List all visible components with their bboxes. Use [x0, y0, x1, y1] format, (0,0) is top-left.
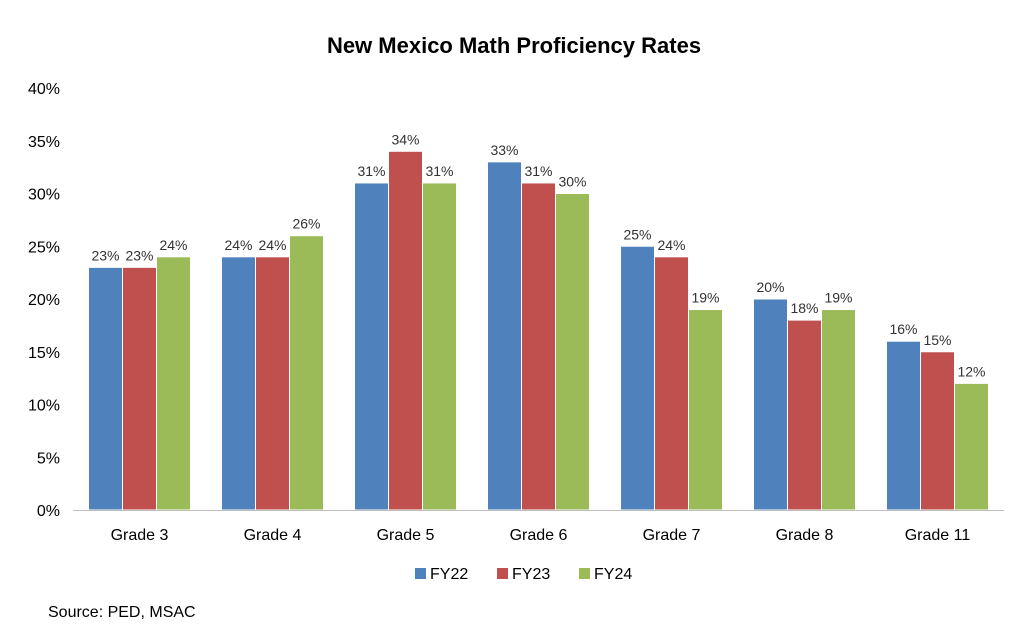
data-label: 24% [258, 237, 286, 253]
data-label: 26% [292, 216, 320, 232]
bar [354, 182, 389, 511]
data-label: 18% [790, 300, 818, 316]
bar [122, 266, 157, 511]
bar [255, 256, 290, 511]
y-tick-label: 40% [28, 81, 60, 98]
bar [920, 351, 955, 511]
y-tick-label: 20% [28, 292, 60, 309]
x-tick-label: Grade 5 [377, 527, 435, 544]
y-tick-label: 25% [28, 239, 60, 256]
data-label: 31% [425, 163, 453, 179]
data-label: 31% [357, 163, 385, 179]
y-tick-label: 35% [28, 134, 60, 151]
bar [954, 382, 989, 511]
bar-chart: New Mexico Math Proficiency Rates 0% 5% 10… [28, 33, 1004, 583]
x-tick-label: Grade 4 [244, 527, 302, 544]
source-note: Source: PED, MSAC [48, 604, 196, 621]
bar [821, 309, 856, 511]
data-label: 19% [824, 290, 852, 306]
y-tick-label: 15% [28, 345, 60, 362]
y-axis: 0% 5% 10% 15% 20% 25% 30% 35% 40% [28, 81, 60, 520]
bar [753, 298, 788, 511]
data-labels: 23% 23% 24% 24% 24% 26% 31% 34% 31% 33% 31% 30% 25% 2… [91, 131, 985, 379]
data-label: 23% [91, 247, 119, 263]
data-label: 16% [889, 321, 917, 337]
legend-label: FY24 [594, 566, 632, 583]
data-label: 12% [957, 363, 985, 379]
data-label: 20% [756, 279, 784, 295]
y-tick-label: 10% [28, 398, 60, 415]
bar [787, 319, 822, 511]
data-label: 24% [159, 237, 187, 253]
data-label: 19% [691, 290, 719, 306]
x-tick-label: Grade 7 [643, 527, 701, 544]
legend-swatch [497, 568, 508, 579]
bar [688, 309, 723, 511]
data-label: 30% [558, 174, 586, 190]
data-label: 33% [490, 142, 518, 158]
y-tick-label: 5% [37, 450, 60, 467]
bar [388, 150, 423, 511]
legend-swatch [415, 568, 426, 579]
data-label: 24% [224, 237, 252, 253]
data-label: 31% [524, 163, 552, 179]
bar [221, 256, 256, 511]
data-label: 34% [391, 131, 419, 147]
bar [555, 193, 590, 511]
data-label: 25% [623, 226, 651, 242]
x-tick-label: Grade 8 [776, 527, 834, 544]
y-tick-label: 0% [37, 503, 60, 520]
legend: FY22 FY23 FY24 [415, 566, 632, 583]
x-tick-label: Grade 11 [905, 527, 971, 544]
data-label: 23% [125, 247, 153, 263]
bar [422, 182, 457, 511]
bar [487, 161, 522, 511]
bar [654, 256, 689, 511]
legend-label: FY22 [430, 566, 468, 583]
legend-swatch [579, 568, 590, 579]
x-tick-label: Grade 6 [510, 527, 568, 544]
bar [521, 182, 556, 511]
bar [886, 340, 921, 511]
legend-label: FY23 [512, 566, 550, 583]
y-tick-label: 30% [28, 187, 60, 204]
x-tick-label: Grade 3 [111, 527, 169, 544]
x-axis: Grade 3 Grade 4 Grade 5 Grade 6 Grade 7 Grade… [73, 510, 1004, 544]
bars [88, 150, 989, 511]
data-label: 24% [657, 237, 685, 253]
chart-title: New Mexico Math Proficiency Rates [327, 33, 701, 58]
bar [156, 256, 191, 511]
bar [289, 235, 324, 511]
data-label: 15% [923, 332, 951, 348]
bar [88, 266, 123, 511]
bar [620, 245, 655, 511]
